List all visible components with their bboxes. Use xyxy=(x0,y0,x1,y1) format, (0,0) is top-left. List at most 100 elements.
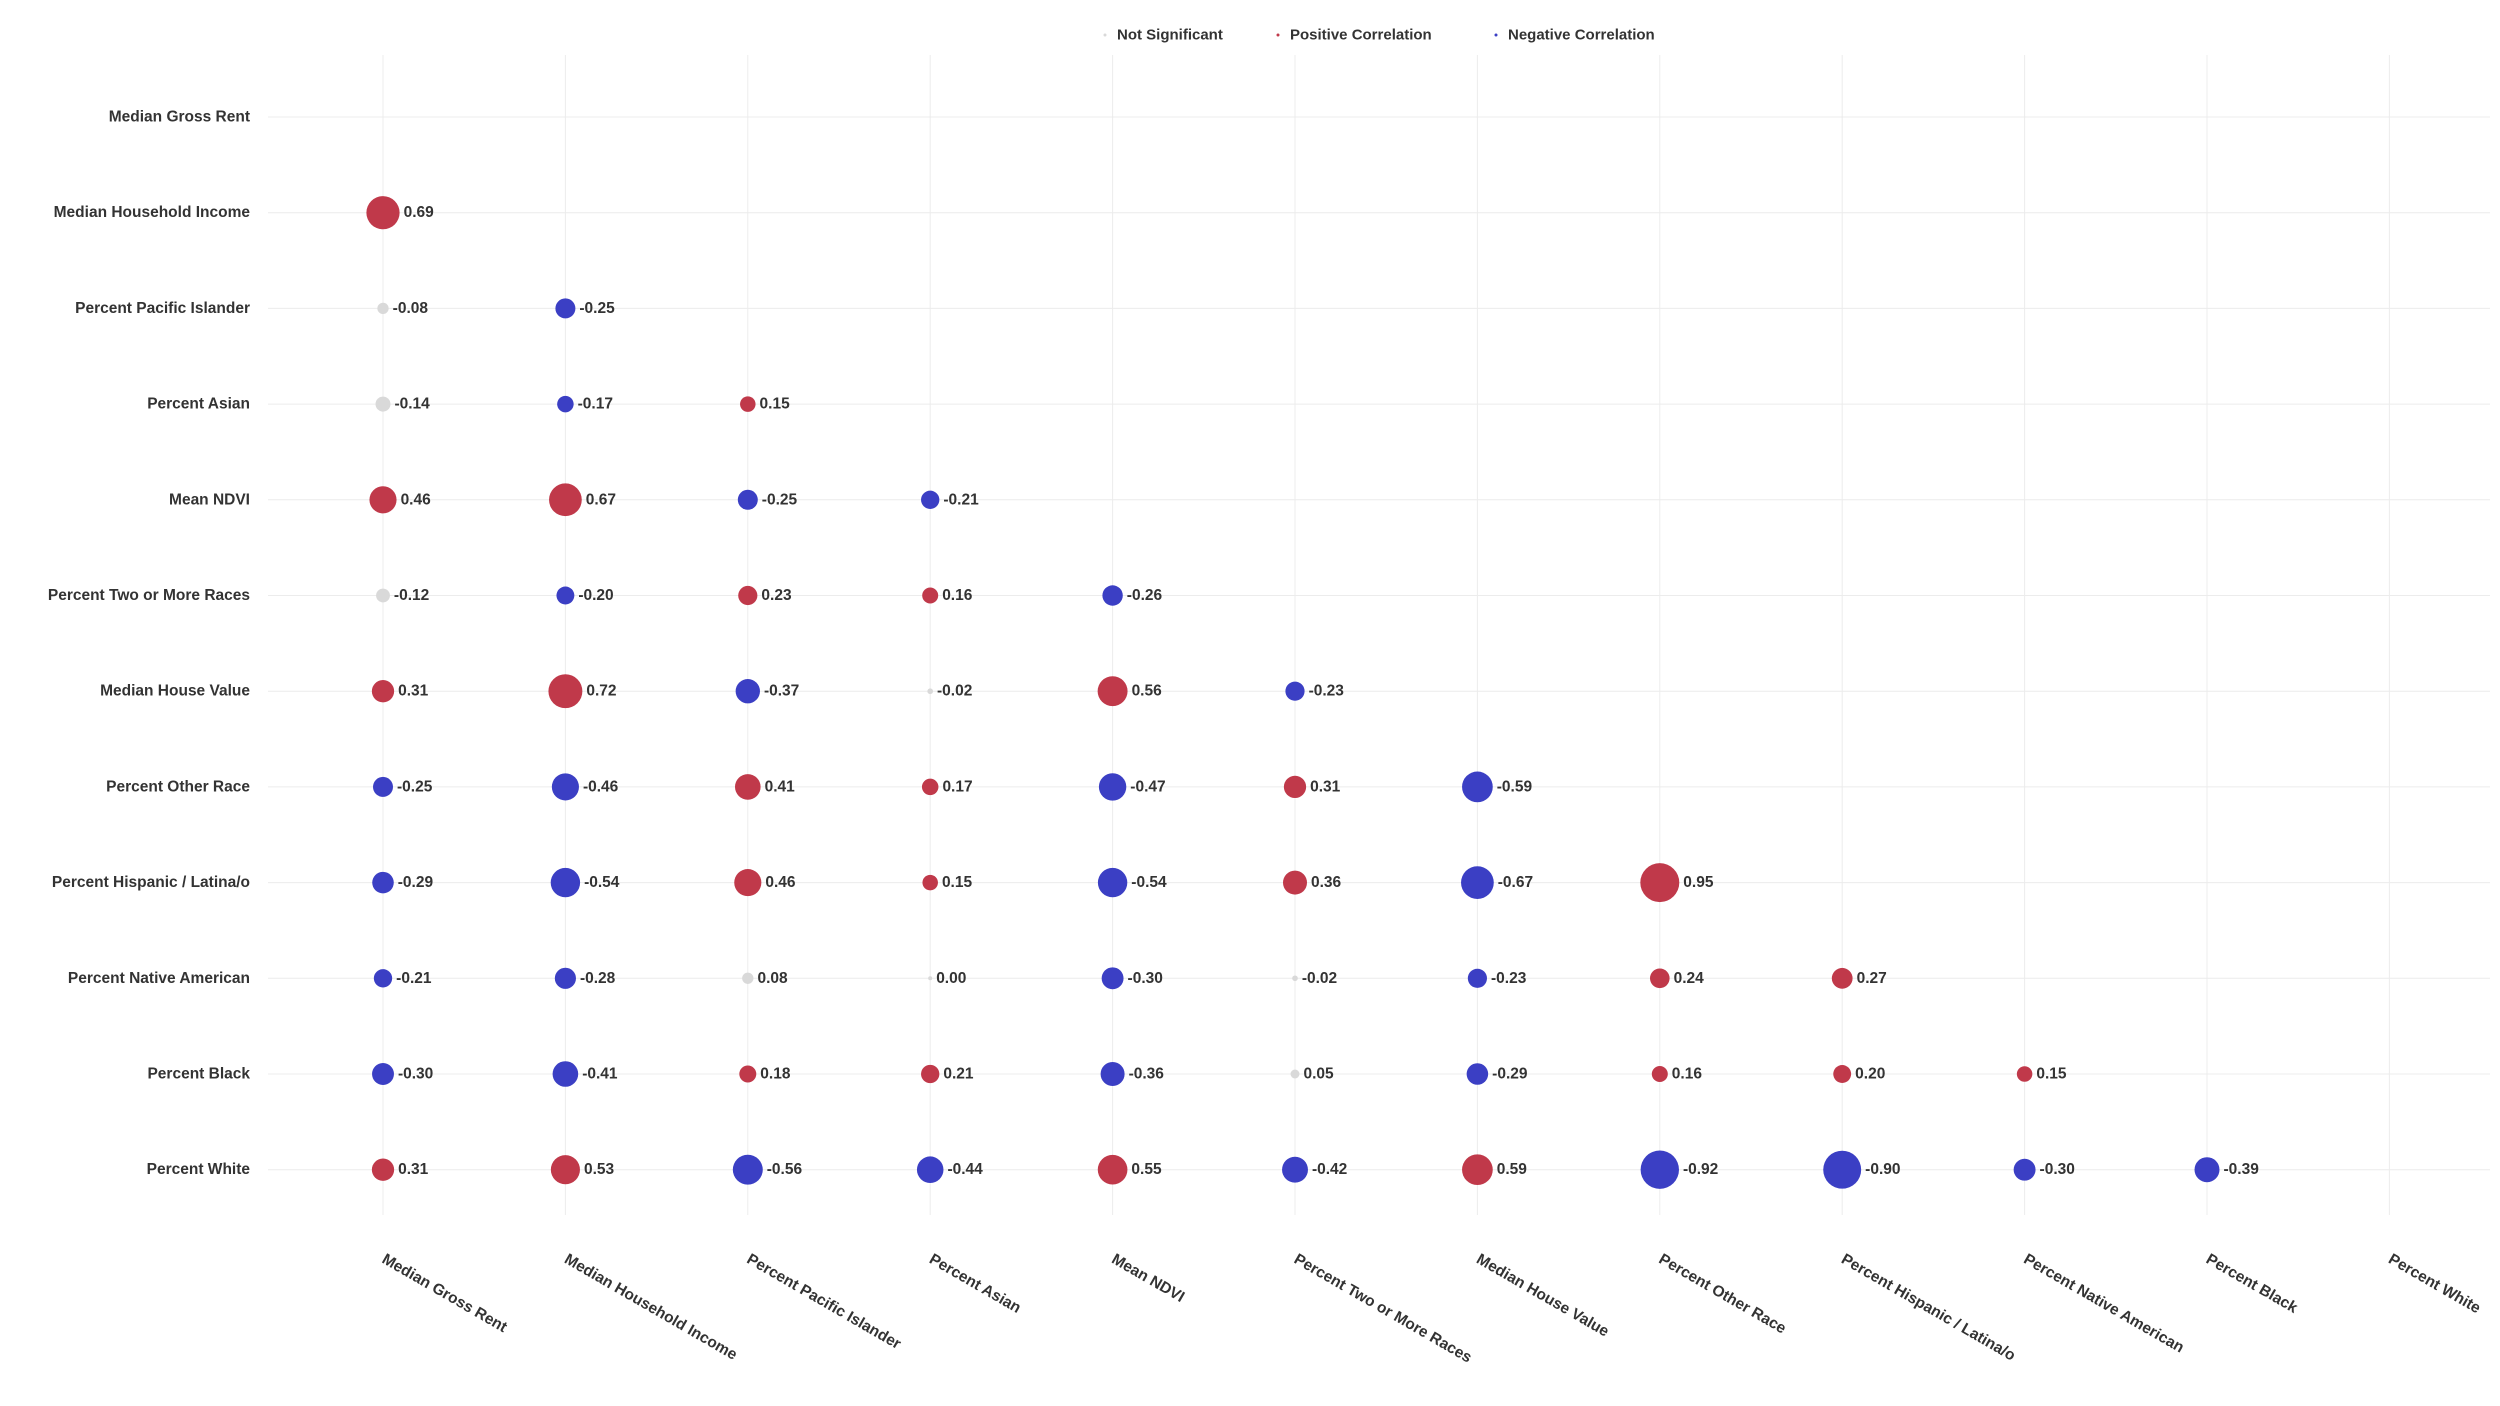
value-label-mean-ndvi--percent-pacific-islander: -0.25 xyxy=(762,491,798,508)
value-label-percent-other-race--median-household-income: -0.46 xyxy=(583,778,619,795)
value-label-percent-native-american--median-gross-rent: -0.21 xyxy=(396,970,432,987)
value-label-percent-hispanic-latina-o--percent-pacific-islander: 0.46 xyxy=(765,874,796,891)
value-label-percent-other-race--percent-two-or-more-races: 0.31 xyxy=(1310,778,1341,795)
value-label-percent-other-race--percent-asian: 0.17 xyxy=(942,778,972,795)
bubble-percent-two-or-more-races--percent-asian xyxy=(922,587,939,604)
value-label-percent-black--mean-ndvi: -0.36 xyxy=(1129,1066,1165,1083)
bubble-percent-black--percent-two-or-more-races xyxy=(1290,1069,1300,1079)
value-label-median-household-income--median-gross-rent: 0.69 xyxy=(404,204,435,221)
bubble-percent-hispanic-latina-o--percent-two-or-more-races xyxy=(1283,870,1307,895)
bubble-percent-native-american--median-house-value xyxy=(1467,968,1487,988)
value-label-percent-white--percent-asian: -0.44 xyxy=(947,1161,983,1178)
grid-lines xyxy=(268,55,2490,1215)
value-label-percent-black--percent-hispanic-latina-o: 0.20 xyxy=(1855,1066,1885,1083)
col-label-percent-other-race: Percent Other Race xyxy=(1656,1251,1789,1338)
value-label-percent-asian--median-gross-rent: -0.14 xyxy=(394,396,430,413)
value-label-mean-ndvi--median-household-income: 0.67 xyxy=(586,491,616,508)
legend-label-negative-correlation: Negative Correlation xyxy=(1508,27,1655,44)
bubble-median-household-income--median-gross-rent xyxy=(366,196,400,230)
col-label-percent-two-or-more-races: Percent Two or More Races xyxy=(1291,1251,1475,1367)
value-label-percent-white--percent-pacific-islander: -0.56 xyxy=(767,1161,803,1178)
bubble-percent-asian--median-household-income xyxy=(557,395,574,413)
value-label-percent-two-or-more-races--median-gross-rent: -0.12 xyxy=(394,587,429,604)
value-label-percent-white--median-house-value: 0.59 xyxy=(1497,1161,1528,1178)
legend: Not Significant Positive Correlation Negat… xyxy=(1103,27,1655,44)
bubble-percent-white--median-household-income xyxy=(550,1155,580,1185)
col-label-percent-black: Percent Black xyxy=(2203,1251,2301,1317)
value-labels: 0.69 -0.08 -0.25 -0.14 -0.17 0.15 0.46 0.67 -0.2… xyxy=(393,204,2260,1178)
bubble-percent-hispanic-latina-o--median-house-value xyxy=(1461,866,1494,899)
col-label-median-gross-rent: Median Gross Rent xyxy=(379,1251,510,1336)
bubble-median-house-value--percent-two-or-more-races xyxy=(1285,681,1305,701)
row-label-percent-white: Percent White xyxy=(147,1161,251,1178)
value-label-percent-native-american--percent-two-or-more-races: -0.02 xyxy=(1302,970,1337,987)
value-label-percent-other-race--mean-ndvi: -0.47 xyxy=(1130,778,1165,795)
bubble-mean-ndvi--median-household-income xyxy=(549,483,582,517)
bubble-percent-black--mean-ndvi xyxy=(1100,1062,1125,1086)
bubble-percent-white--percent-pacific-islander xyxy=(732,1154,763,1185)
value-label-percent-other-race--median-gross-rent: -0.25 xyxy=(397,778,433,795)
value-label-median-house-value--percent-pacific-islander: -0.37 xyxy=(764,683,799,700)
bubble-percent-black--median-gross-rent xyxy=(372,1063,394,1085)
value-label-percent-black--percent-native-american: 0.15 xyxy=(2036,1066,2067,1083)
bubble-percent-native-american--median-gross-rent xyxy=(373,969,393,988)
value-label-percent-white--percent-native-american: -0.30 xyxy=(2040,1161,2075,1178)
legend-marker-negative-correlation xyxy=(1494,33,1498,37)
row-label-mean-ndvi: Mean NDVI xyxy=(169,491,250,508)
bubble-mean-ndvi--median-gross-rent xyxy=(369,486,397,514)
value-label-percent-hispanic-latina-o--percent-two-or-more-races: 0.36 xyxy=(1311,874,1342,891)
value-label-percent-two-or-more-races--mean-ndvi: -0.26 xyxy=(1127,587,1163,604)
value-label-median-house-value--percent-asian: -0.02 xyxy=(937,683,972,700)
value-label-percent-native-american--percent-pacific-islander: 0.08 xyxy=(757,970,788,987)
bubble-percent-white--median-house-value xyxy=(1462,1154,1493,1186)
bubble-percent-white--percent-two-or-more-races xyxy=(1282,1156,1308,1183)
bubble-percent-two-or-more-races--mean-ndvi xyxy=(1102,585,1123,606)
bubble-percent-black--percent-asian xyxy=(921,1064,940,1084)
bubble-percent-other-race--median-gross-rent xyxy=(373,776,393,797)
bubble-percent-white--percent-native-american xyxy=(2013,1158,2036,1181)
value-label-percent-hispanic-latina-o--median-household-income: -0.54 xyxy=(584,874,620,891)
row-label-percent-two-or-more-races: Percent Two or More Races xyxy=(48,587,250,604)
bubble-percent-two-or-more-races--median-household-income xyxy=(556,586,575,605)
bubble-percent-white--percent-other-race xyxy=(1640,1150,1679,1189)
value-label-percent-white--percent-black: -0.39 xyxy=(2223,1161,2259,1178)
bubble-percent-native-american--percent-pacific-islander xyxy=(742,972,754,984)
value-label-percent-black--percent-other-race: 0.16 xyxy=(1672,1066,1703,1083)
row-label-percent-native-american: Percent Native American xyxy=(68,970,250,987)
bubble-percent-hispanic-latina-o--percent-pacific-islander xyxy=(734,869,762,897)
col-label-percent-asian: Percent Asian xyxy=(926,1251,1024,1317)
bubble-percent-other-race--percent-two-or-more-races xyxy=(1283,775,1307,799)
legend-label-positive-correlation: Positive Correlation xyxy=(1290,27,1432,44)
value-label-median-house-value--mean-ndvi: 0.56 xyxy=(1132,683,1163,700)
bubble-percent-other-race--median-household-income xyxy=(551,773,579,801)
bubble-percent-black--percent-native-american xyxy=(2016,1066,2033,1082)
bubble-percent-white--mean-ndvi xyxy=(1097,1154,1128,1185)
col-label-percent-native-american: Percent Native American xyxy=(2021,1251,2187,1357)
value-label-mean-ndvi--median-gross-rent: 0.46 xyxy=(401,491,432,508)
bubble-percent-other-race--median-house-value xyxy=(1462,771,1493,803)
row-label-median-household-income: Median Household Income xyxy=(54,204,251,221)
row-label-percent-black: Percent Black xyxy=(147,1066,250,1083)
bubble-median-house-value--percent-asian xyxy=(927,688,934,695)
bubble-percent-pacific-islander--median-gross-rent xyxy=(377,302,389,315)
value-label-percent-asian--median-household-income: -0.17 xyxy=(578,396,613,413)
bubble-percent-pacific-islander--median-household-income xyxy=(555,298,576,319)
value-label-percent-two-or-more-races--percent-pacific-islander: 0.23 xyxy=(761,587,792,604)
value-label-percent-white--percent-two-or-more-races: -0.42 xyxy=(1312,1161,1347,1178)
value-label-percent-two-or-more-races--median-household-income: -0.20 xyxy=(578,587,613,604)
row-label-percent-pacific-islander: Percent Pacific Islander xyxy=(75,300,250,317)
bubble-percent-hispanic-latina-o--median-gross-rent xyxy=(372,871,394,894)
bubble-mean-ndvi--percent-asian xyxy=(921,490,940,509)
value-label-percent-native-american--percent-other-race: 0.24 xyxy=(1674,970,1705,987)
bubble-percent-black--percent-other-race xyxy=(1651,1066,1668,1082)
value-label-percent-asian--percent-pacific-islander: 0.15 xyxy=(760,396,791,413)
value-label-mean-ndvi--percent-asian: -0.21 xyxy=(943,491,979,508)
value-label-percent-white--median-household-income: 0.53 xyxy=(584,1161,615,1178)
bubble-percent-hispanic-latina-o--median-household-income xyxy=(550,867,581,898)
bubble-percent-hispanic-latina-o--percent-asian xyxy=(922,874,938,891)
value-label-percent-black--median-gross-rent: -0.30 xyxy=(398,1066,433,1083)
row-label-percent-other-race: Percent Other Race xyxy=(106,778,250,795)
value-label-percent-native-american--percent-asian: 0.00 xyxy=(936,970,966,987)
value-label-percent-two-or-more-races--percent-asian: 0.16 xyxy=(942,587,973,604)
